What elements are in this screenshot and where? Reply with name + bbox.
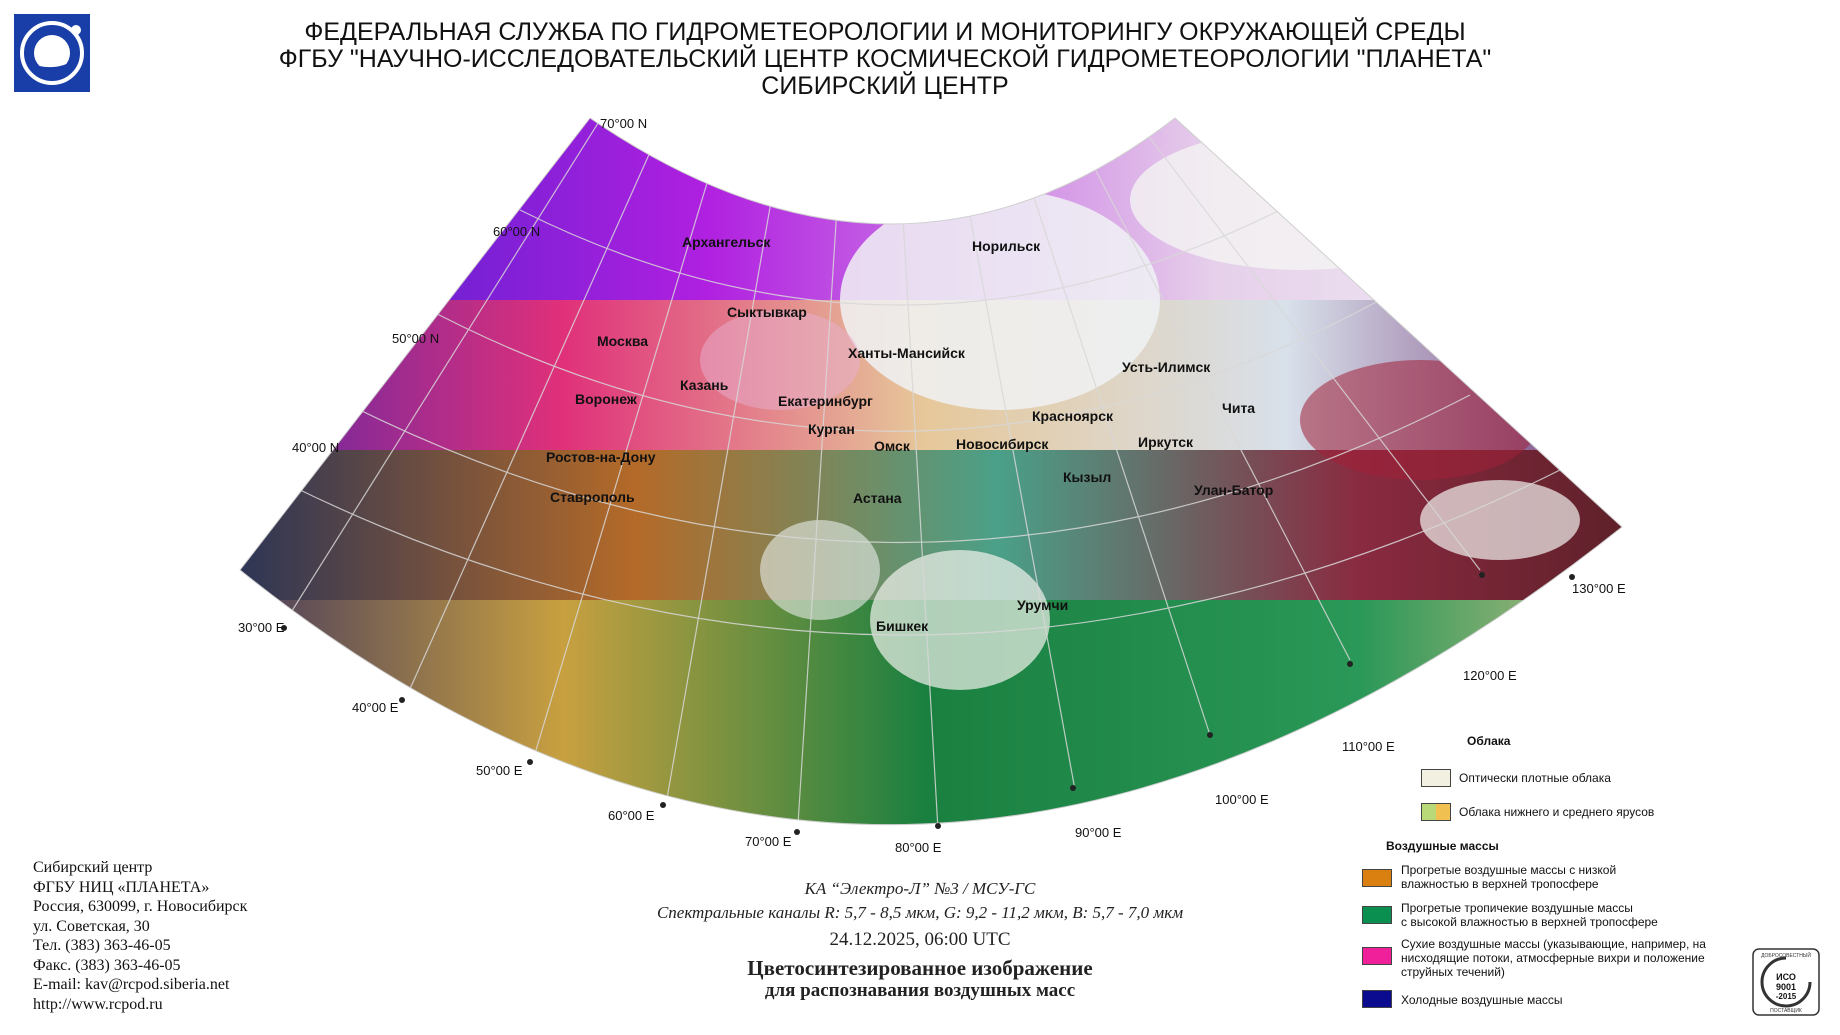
city-rostov-na-donu: Ростов-на-Дону [546,449,656,465]
lon-label-100: 100°00 E [1215,792,1269,807]
legend-swatch-warm-humid [1362,906,1392,924]
legend-label-dense-clouds: Оптически плотные облака [1459,771,1611,785]
legend-label-cold: Холодные воздушные массы [1401,993,1563,1007]
planeta-logo [14,14,90,92]
city-ulan-bator: Улан-Батор [1194,482,1274,498]
label-line: нисходящие потоки, атмосферные вихри и п… [1401,951,1705,965]
lon-label-70: 70°00 E [745,834,792,849]
lon-label-60: 60°00 E [608,808,655,823]
city-omsk: Омск [874,438,910,454]
city-arkhangelsk: Архангельск [682,234,771,250]
iso-mid-3: -2015 [1776,992,1797,1001]
lon-label-80: 80°00 E [895,840,942,855]
header-line-1: ФЕДЕРАЛЬНАЯ СЛУЖБА ПО ГИДРОМЕТЕОРОЛОГИИ … [304,18,1466,46]
city-khanty-mansiysk: Ханты-Мансийск [848,345,965,361]
image-datetime: 24.12.2025, 06:00 UTC [829,929,1011,950]
city-syktyvkar: Сыктывкар [727,304,807,320]
iso-9001-badge: ДОБРОСОВЕСТНЫЙ ИСО 9001 -2015 ПОСТАВЩИК [1752,948,1820,1016]
legend-swatch-warm-dry [1362,869,1392,887]
legend-swatch-dense-clouds [1421,769,1451,787]
label-line: Сухие воздушные массы (указывающие, напр… [1401,937,1706,951]
satellite-info: КА “Электро-Л” №3 / МСУ-ГС [804,879,1036,898]
city-chita: Чита [1222,400,1256,416]
city-voronezh: Воронеж [575,391,637,407]
iso-mid-2: 9001 [1776,982,1796,992]
lon-label-90: 90°00 E [1075,825,1122,840]
address-line: Россия, 630099, г. Новосибирск [33,898,248,915]
city-moskva: Москва [597,333,649,349]
swatch-part-green [1422,804,1436,820]
city-kyzyl: Кызыл [1063,469,1112,485]
lon-label-110: 110°00 E [1342,739,1395,754]
city-stavropol: Ставрополь [550,489,635,505]
lat-label-50: 50°00 N [392,331,440,346]
address-line: Факс. (383) 363-46-05 [33,956,181,974]
legend-clouds-title: Облака [1467,734,1511,748]
city-novosibirsk: Новосибирск [956,436,1049,452]
iso-bottom-text: ПОСТАВЩИК [1770,1008,1802,1014]
city-krasnoyarsk: Красноярск [1032,408,1114,424]
label-line: Прогретые воздушные массы с низкой [1401,863,1617,877]
address-url: http://www.rcpod.ru [33,995,163,1013]
city-kazan: Казань [680,377,729,393]
lon-label-130: 130°00 E [1572,581,1626,596]
city-ekaterinburg: Екатеринбург [778,393,873,409]
legend-label-dry: Сухие воздушные массы (указывающие, напр… [1401,937,1706,979]
label-line: струйных течений) [1401,965,1505,979]
lon-label-50: 50°00 E [476,763,523,778]
legend-swatch-cold [1362,990,1392,1008]
legend-label-warm-dry: Прогретые воздушные массы с низкой влажн… [1401,863,1616,891]
product-title-1: Цветосинтезированное изображение [747,956,1093,980]
lon-label-40: 40°00 E [352,700,399,715]
product-title-2: для распознавания воздушных масс [764,980,1076,1001]
label-line: с высокой влажностью в верхней тропосфер… [1401,915,1658,929]
address-email: E-mail: kav@rcpod.siberia.net [33,976,230,993]
city-ust-ilimsk: Усть-Илимск [1122,359,1211,375]
address-line: Сибирский центр [33,859,153,876]
legend-swatch-dry [1362,947,1392,965]
label-line: Холодные воздушные массы [1401,993,1563,1007]
address-line: ФГБУ НИЦ «ПЛАНЕТА» [33,878,210,896]
lon-label-120: 120°00 E [1463,668,1517,683]
lat-label-40: 40°00 N [292,440,340,455]
legend-swatch-low-mid-clouds [1421,803,1451,821]
label-line: Прогретые тропичекие воздушные массы [1401,901,1633,915]
header-line-2: ФГБУ "НАУЧНО-ИССЛЕДОВАТЕЛЬСКИЙ ЦЕНТР КОС… [278,45,1492,73]
legend-label-low-mid-clouds: Облака нижнего и среднего ярусов [1459,805,1655,819]
address-block: Сибирский центр ФГБУ НИЦ «ПЛАНЕТА» Росси… [33,858,247,1014]
spectral-channels: Спектральные каналы R: 5,7 - 8,5 мкм, G:… [656,903,1184,922]
lon-label-30: 30°00 E [238,620,285,635]
iso-mid-1: ИСО [1776,972,1796,982]
city-norilsk: Норильск [972,238,1041,254]
iso-top-text: ДОБРОСОВЕСТНЫЙ [1761,951,1811,959]
city-irkutsk: Иркутск [1138,434,1194,450]
lat-label-60: 60°00 N [493,224,541,239]
city-urumqi: Урумчи [1017,597,1069,613]
lat-label-70: 70°00 N [600,116,648,131]
city-astana: Астана [853,490,902,506]
legend-label-warm-humid: Прогретые тропичекие воздушные массы с в… [1401,901,1658,929]
label-line: влажностью в верхней тропосфере [1401,877,1599,891]
address-line: ул. Советская, 30 [33,917,150,935]
swatch-part-orange [1436,804,1450,820]
address-line: Тел. (383) 363-46-05 [33,937,171,954]
city-bishkek: Бишкек [876,618,929,634]
legend-air-title: Воздушные массы [1386,839,1499,853]
city-kurgan: Курган [808,421,855,437]
header-line-3: СИБИРСКИЙ ЦЕНТР [761,72,1009,100]
